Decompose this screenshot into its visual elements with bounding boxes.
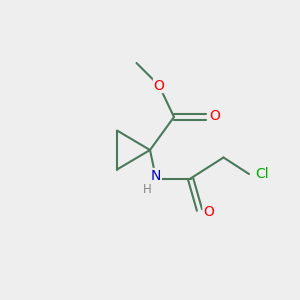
Text: Cl: Cl	[255, 167, 268, 181]
Text: N: N	[151, 169, 161, 182]
Text: O: O	[209, 109, 220, 122]
Text: O: O	[154, 79, 164, 92]
Text: H: H	[142, 183, 152, 196]
Text: O: O	[203, 205, 214, 218]
